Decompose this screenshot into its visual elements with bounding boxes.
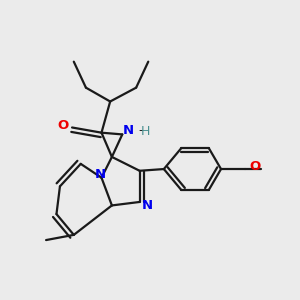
Text: N: N [123, 124, 134, 137]
Text: -: - [138, 124, 142, 137]
Text: O: O [249, 160, 261, 173]
Text: N: N [94, 168, 106, 181]
Text: O: O [58, 119, 69, 132]
Text: H: H [141, 125, 151, 139]
Text: N: N [142, 199, 153, 212]
